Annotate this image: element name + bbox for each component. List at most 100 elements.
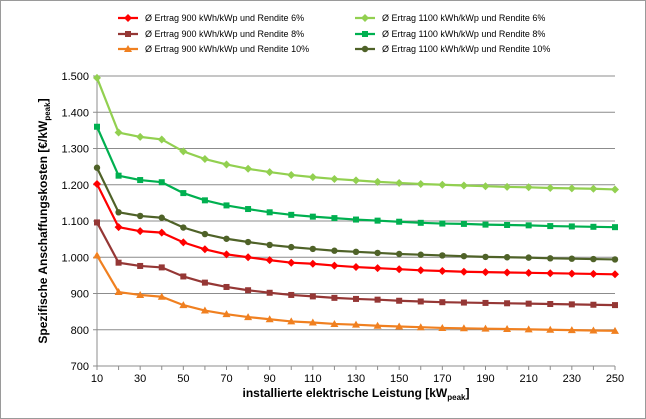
data-point bbox=[200, 306, 209, 314]
data-point bbox=[546, 325, 555, 333]
data-point bbox=[222, 250, 231, 259]
data-point bbox=[611, 256, 619, 263]
legend-label: Ø Ertrag 900 kWh/kWp und Rendite 6% bbox=[145, 13, 304, 23]
gridlines bbox=[97, 75, 615, 331]
data-point bbox=[482, 299, 489, 306]
x-tick-label: 190 bbox=[476, 373, 494, 385]
data-point bbox=[353, 216, 359, 223]
data-point bbox=[287, 170, 296, 179]
series-3 bbox=[93, 251, 619, 334]
data-point bbox=[611, 185, 619, 194]
x-tick-label: 210 bbox=[519, 373, 537, 385]
data-point bbox=[180, 190, 187, 197]
legend-label: Ø Ertrag 900 kWh/kWp und Rendite 10% bbox=[145, 44, 309, 54]
data-point bbox=[331, 247, 338, 254]
data-point bbox=[200, 155, 209, 164]
data-point bbox=[546, 184, 555, 193]
legend-item: Ø Ertrag 900 kWh/kWp und Rendite 6% bbox=[118, 13, 304, 23]
data-point bbox=[265, 256, 274, 265]
y-axis-title: Spezifische Anschaffungskosten [€/kWpeak… bbox=[36, 98, 52, 343]
data-point bbox=[266, 289, 273, 296]
data-point bbox=[590, 301, 597, 308]
data-point bbox=[503, 268, 512, 277]
legend-item: Ø Ertrag 900 kWh/kWp und Rendite 10% bbox=[118, 44, 309, 54]
data-point bbox=[180, 273, 187, 280]
x-tick-label: 250 bbox=[606, 373, 624, 385]
data-point bbox=[459, 324, 468, 332]
x-tick-label: 70 bbox=[220, 373, 232, 385]
legend-item: Ø Ertrag 900 kWh/kWp und Rendite 8% bbox=[118, 29, 304, 39]
data-point bbox=[438, 180, 447, 189]
x-axis-title: installierte elektrische Leistung [kWpea… bbox=[243, 386, 470, 402]
data-point bbox=[417, 251, 424, 258]
data-point bbox=[459, 267, 468, 276]
data-point bbox=[612, 224, 618, 231]
series-5 bbox=[94, 123, 618, 231]
x-tick-label: 90 bbox=[264, 373, 276, 385]
data-point bbox=[265, 168, 274, 177]
legend-marker bbox=[361, 45, 369, 53]
legend-marker bbox=[124, 45, 132, 52]
series-4 bbox=[93, 73, 619, 194]
data-point bbox=[201, 230, 209, 238]
x-tick-label: 150 bbox=[390, 373, 408, 385]
data-point bbox=[222, 160, 231, 169]
legend-item: Ø Ertrag 1100 kWh/kWp und Rendite 6% bbox=[355, 13, 545, 23]
data-point bbox=[157, 135, 166, 144]
legend-item: Ø Ertrag 1100 kWh/kWp und Rendite 10% bbox=[355, 44, 550, 54]
data-point bbox=[590, 223, 597, 230]
data-point bbox=[460, 252, 468, 260]
data-point bbox=[503, 254, 511, 261]
data-point bbox=[330, 174, 339, 183]
data-point bbox=[524, 268, 533, 277]
y-tick-label: 1.400 bbox=[61, 107, 89, 119]
data-point bbox=[157, 292, 166, 300]
x-tick-label: 30 bbox=[134, 373, 146, 385]
data-point bbox=[115, 259, 122, 266]
y-tick-label: 900 bbox=[71, 289, 89, 301]
data-point bbox=[223, 235, 230, 242]
series-6 bbox=[93, 164, 619, 263]
data-point bbox=[115, 172, 122, 179]
data-point bbox=[223, 202, 230, 209]
data-point bbox=[395, 178, 404, 187]
data-point bbox=[589, 326, 598, 334]
data-point bbox=[308, 173, 317, 182]
x-tick-label: 230 bbox=[563, 373, 581, 385]
legend-label: Ø Ertrag 1100 kWh/kWp und Rendite 10% bbox=[382, 44, 550, 54]
data-point bbox=[504, 300, 511, 307]
data-point bbox=[330, 319, 339, 327]
legend-label: Ø Ertrag 900 kWh/kWp und Rendite 8% bbox=[145, 29, 304, 39]
y-tick-label: 1.200 bbox=[61, 180, 89, 192]
data-point bbox=[568, 255, 576, 262]
x-tick-label: 10 bbox=[91, 373, 103, 385]
data-point bbox=[525, 300, 532, 307]
data-point bbox=[331, 294, 338, 301]
data-point bbox=[373, 264, 382, 273]
data-point bbox=[374, 249, 381, 257]
data-point bbox=[373, 177, 382, 186]
data-point bbox=[611, 270, 619, 279]
data-point bbox=[589, 269, 598, 278]
data-point bbox=[244, 238, 252, 246]
x-tick-label: 110 bbox=[304, 373, 322, 385]
data-point bbox=[395, 322, 404, 330]
data-point bbox=[179, 238, 188, 247]
data-point bbox=[288, 243, 295, 251]
data-point bbox=[352, 176, 360, 185]
data-point bbox=[547, 301, 554, 308]
data-point bbox=[136, 227, 145, 236]
data-point bbox=[136, 290, 145, 298]
y-tick-label: 1.300 bbox=[61, 144, 89, 156]
x-tick-label: 130 bbox=[347, 373, 365, 385]
data-point bbox=[438, 323, 447, 331]
data-point bbox=[245, 206, 252, 213]
data-point bbox=[158, 179, 165, 186]
data-point bbox=[222, 310, 231, 318]
data-point bbox=[244, 253, 253, 262]
data-point bbox=[137, 262, 144, 269]
data-point bbox=[568, 223, 575, 230]
data-point bbox=[330, 261, 339, 270]
data-point bbox=[114, 128, 123, 137]
data-point bbox=[460, 299, 467, 306]
